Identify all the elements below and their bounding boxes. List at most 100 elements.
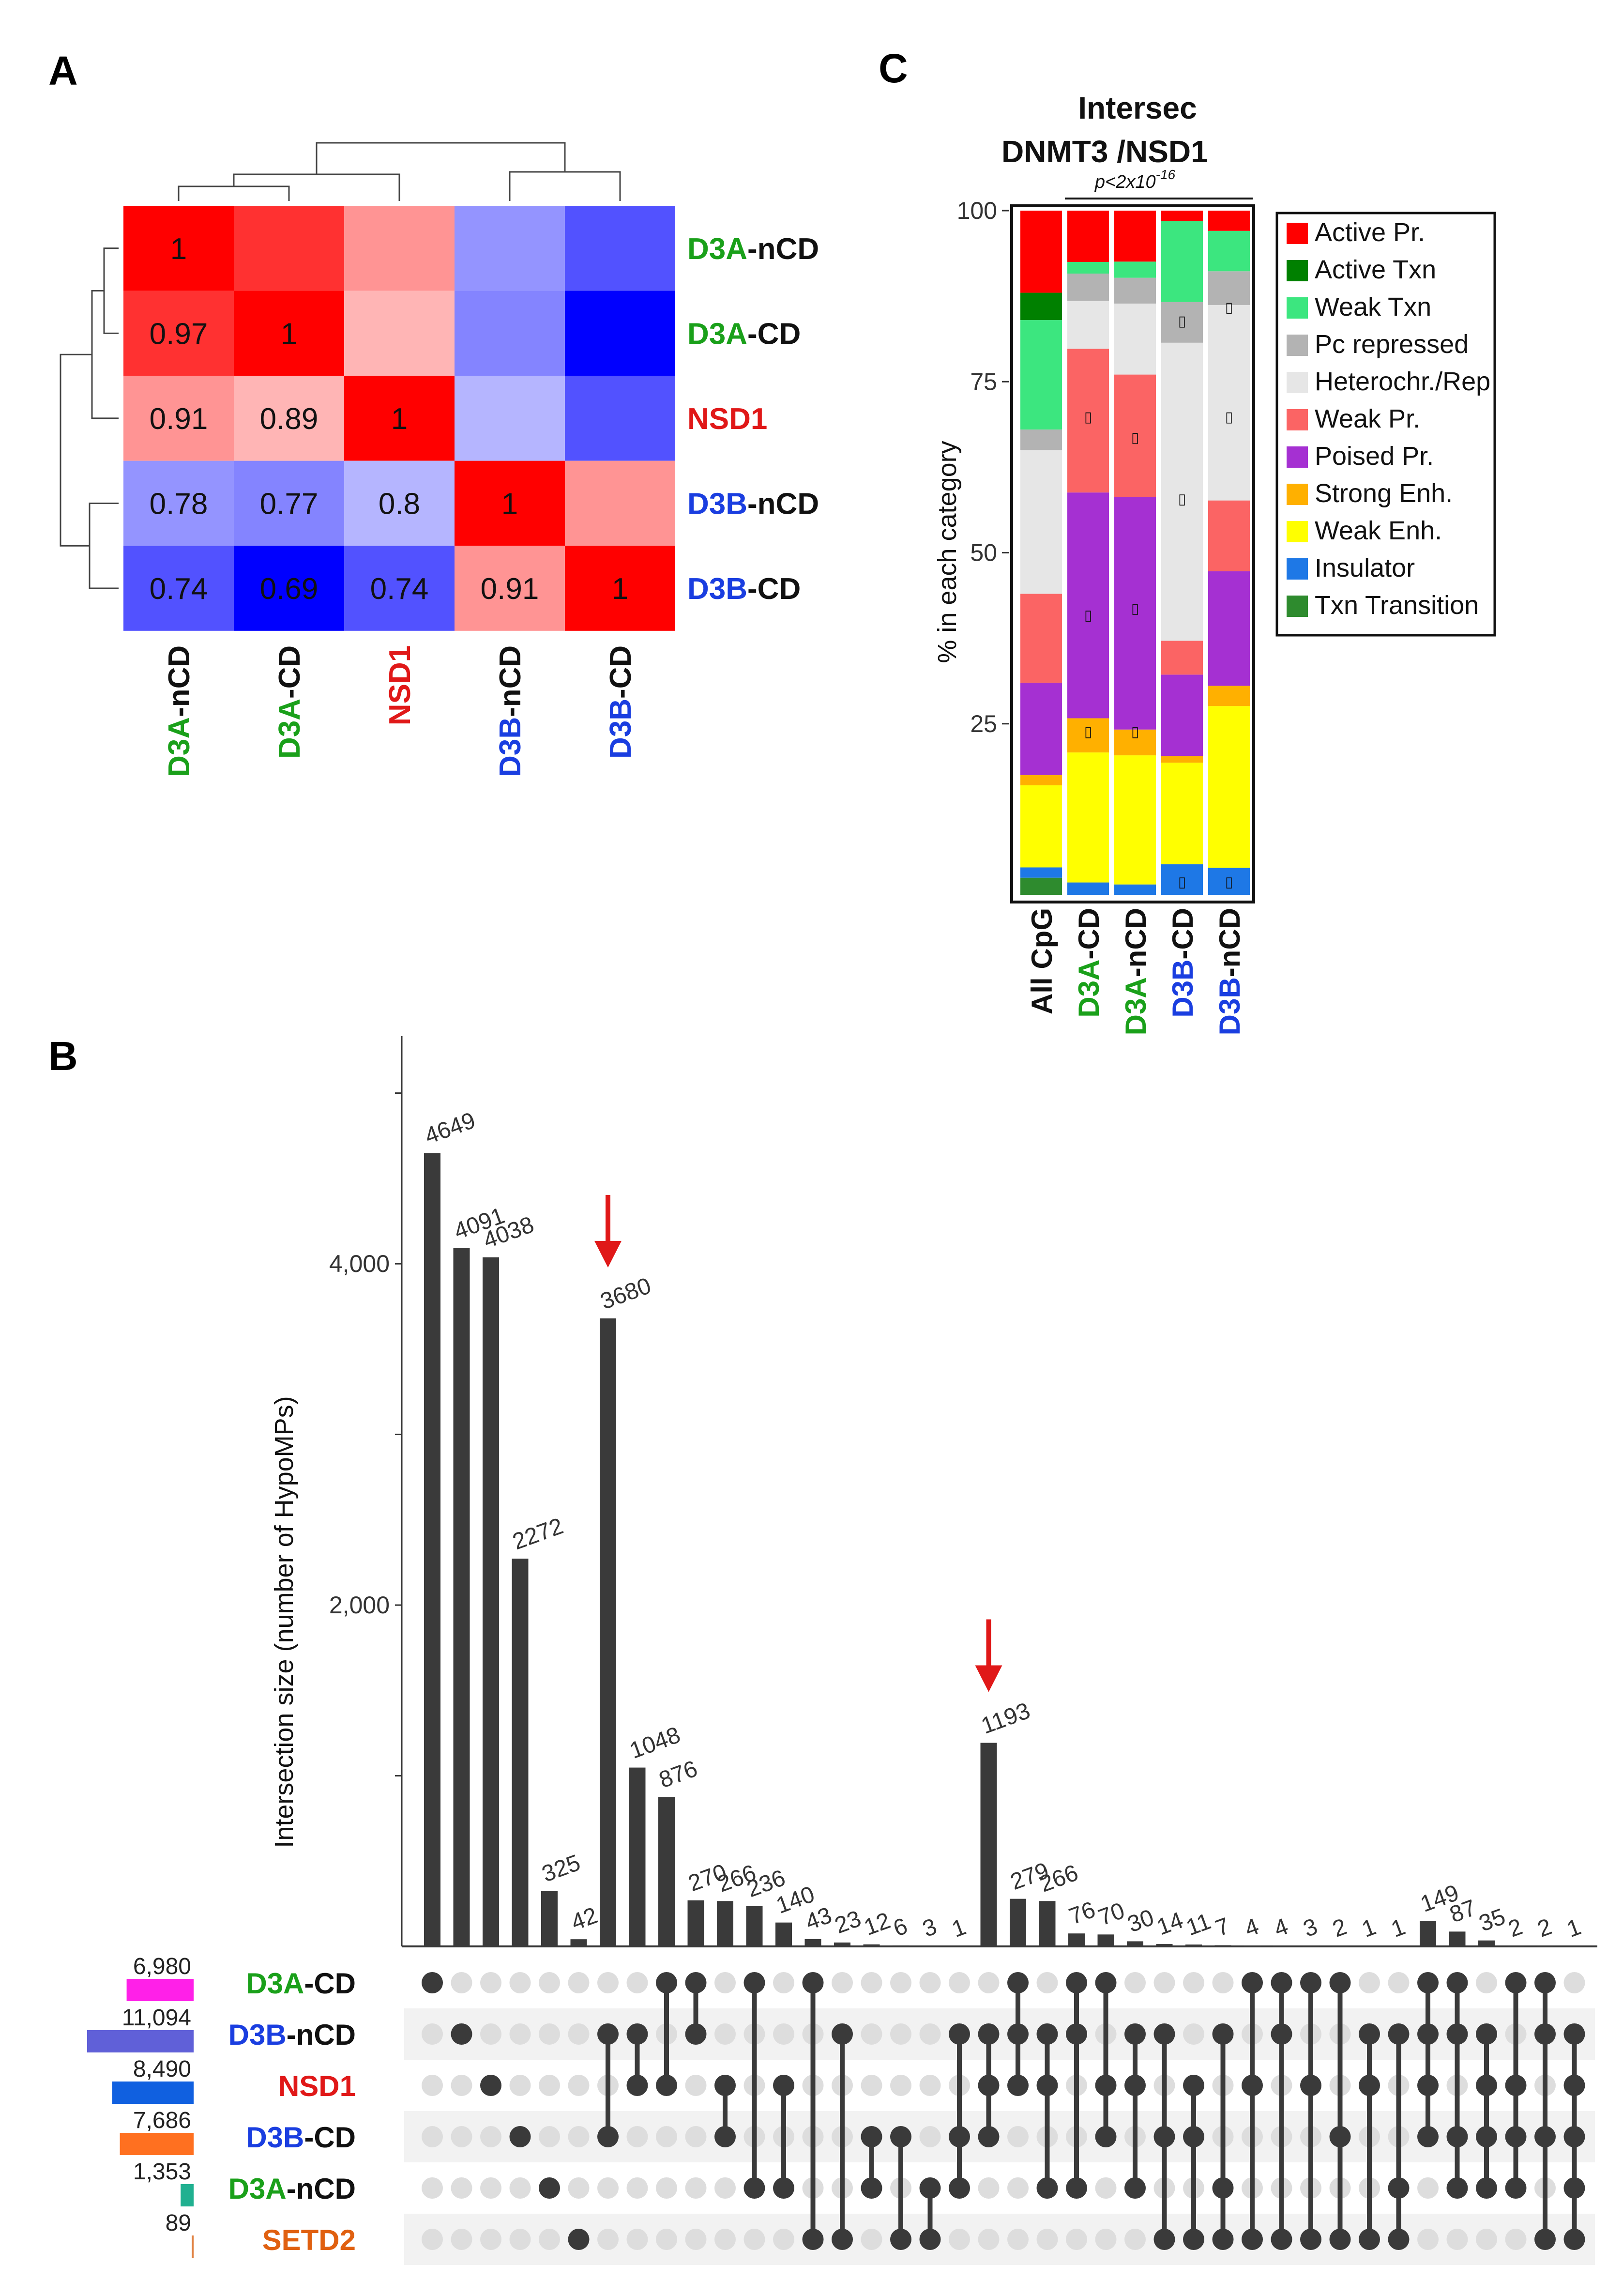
panel-c-bar-2-segment-2 <box>1114 755 1156 885</box>
heatmap-cell-value-r3-c2: 0.8 <box>379 487 420 520</box>
panel-b-matrix-dot-10-5 <box>714 2229 736 2250</box>
panel-c-bar-2-segment-3 <box>1114 729 1156 756</box>
panel-b-matrix-dot-24-0 <box>1124 1972 1146 1993</box>
panel-b-matrix-dot-7-0 <box>626 1972 648 1993</box>
heatmap-column-label-1: D3A-CD <box>273 645 306 759</box>
panel-b-set-label-1-prefix: D3B <box>228 2019 287 2051</box>
panel-c-bar-0-segment-10 <box>1020 211 1062 293</box>
panel-c-legend-swatch-7 <box>1287 484 1308 505</box>
heatmap-column-label-0-suffix: -nCD <box>163 645 196 717</box>
panel-b-matrix-dot-34-5 <box>1417 2229 1439 2250</box>
panel-b-matrix-dot-2-1 <box>480 2023 501 2045</box>
heatmap-cell-r3-c3 <box>455 460 565 546</box>
heatmap-cell-r3-c4 <box>565 460 675 546</box>
panel-b-membership-matrix <box>404 1972 1595 2265</box>
panel-b-matrix-dot-4-0 <box>539 1972 560 1993</box>
panel-c-bar-3-segment-8 <box>1161 220 1203 302</box>
panel-b-matrix-dot-27-0 <box>1212 1972 1234 1993</box>
panel-c-bar-3-segment-2 <box>1161 763 1203 865</box>
panel-c-bar-2-segment-1 <box>1114 884 1156 895</box>
panel-c-bar-4-segment-6 <box>1208 305 1250 501</box>
panel-b-matrix-dot-3-1 <box>509 2023 531 2045</box>
panel-b-set-size-label-4: 1,353 <box>133 2159 191 2185</box>
panel-b-bar-24 <box>1127 1941 1143 1946</box>
panel-c-legend-swatch-10 <box>1287 596 1308 617</box>
panel-b-bar-34 <box>1420 1921 1436 1946</box>
panel-b-matrix-dot-15-1 <box>861 2023 882 2045</box>
panel-b-matrix-dot-18-5 <box>949 2229 970 2250</box>
heatmap-row-label-1: D3A-CD <box>687 317 801 351</box>
heatmap-cell-r3-c1 <box>234 460 344 546</box>
panel-c-legend-label-9: Insulator <box>1315 553 1415 582</box>
panel-b-bar-label-33: 1 <box>1388 1914 1409 1943</box>
panel-c-bar-2-marker-1: ▯ <box>1131 600 1139 617</box>
heatmap-row-label-4: D3B-CD <box>687 572 801 606</box>
panel-b-matrix-dot-5-3 <box>568 2126 590 2147</box>
panel-c-bar-4-segment-1 <box>1208 868 1250 895</box>
panel-b-bar-label-16: 6 <box>890 1913 911 1942</box>
panel-b-upset: B 2,000 4,000 Intersection size (number o… <box>48 1033 1597 2265</box>
panel-b-bar-21 <box>1039 1901 1056 1946</box>
panel-b-bar-label-37: 2 <box>1505 1914 1526 1943</box>
panel-c-legend-label-10: Txn Transition <box>1315 591 1479 620</box>
heatmap-row-label-3: D3B-nCD <box>687 487 819 520</box>
row-dendrogram-branch-1 <box>91 290 119 419</box>
panel-b-matrix-dot-37-5 <box>1505 2229 1527 2250</box>
panel-c-bar-1-segment-2 <box>1067 752 1109 883</box>
panel-b-matrix-dot-24-5 <box>1124 2229 1146 2250</box>
panel-c-bar-1-segment-3 <box>1067 718 1109 753</box>
heatmap-cell-value-r2-c2: 1 <box>391 402 408 436</box>
panel-c-bar-2-marker-2: ▯ <box>1131 723 1139 740</box>
panel-c-bar-4-segment-7 <box>1208 271 1250 305</box>
panel-b-bar-3 <box>512 1559 529 1946</box>
panel-c-bar-0-segment-3 <box>1020 775 1062 785</box>
heatmap-cell-r2-c2 <box>344 376 455 461</box>
heatmap-column-label-1-prefix: D3A <box>273 699 306 759</box>
panel-b-matrix-dot-2-2 <box>480 2075 501 2096</box>
panel-c-y-axis-title: % in each category <box>933 441 962 663</box>
panel-b-bar-label-38: 2 <box>1534 1914 1555 1943</box>
row-dendrogram-branch-3 <box>60 353 92 547</box>
panel-b-matrix-dot-34-4 <box>1417 2177 1439 2199</box>
panel-c-bar-3-segment-4 <box>1161 674 1203 756</box>
panel-c-x-label-2: D3A-nCD <box>1120 908 1152 1035</box>
panel-c-legend-swatch-1 <box>1287 260 1308 281</box>
panel-c-legend-label-8: Weak Enh. <box>1315 516 1442 545</box>
panel-c-bar-3-marker-1: ▯ <box>1178 490 1186 507</box>
panel-b-set-label-0: D3A-CD <box>246 1967 356 2000</box>
heatmap-row-label-3-suffix: -nCD <box>747 487 819 520</box>
heatmap-cell-r0-c4 <box>565 206 675 291</box>
panel-b-bar-0 <box>424 1153 440 1946</box>
panel-b-matrix-dot-0-1 <box>422 2023 443 2045</box>
panel-c-x-label-3: D3B-CD <box>1167 908 1199 1018</box>
panel-b-matrix-dot-0-2 <box>422 2075 443 2096</box>
panel-b-matrix-dot-4-5 <box>539 2229 560 2250</box>
heatmap-cell-r3-c2 <box>344 460 455 546</box>
heatmap-cell-value-r2-c1: 0.89 <box>260 402 319 436</box>
panel-c-bar-3-segment-1 <box>1161 864 1203 895</box>
panel-c-x-label-0: All CpG <box>1026 908 1058 1014</box>
panel-b-set-label-0-prefix: D3A <box>246 1967 304 2000</box>
panel-b-matrix-dot-33-0 <box>1388 1972 1410 1993</box>
heatmap-cell-r1-c1 <box>234 291 344 376</box>
panel-b-matrix-dot-9-3 <box>685 2126 707 2147</box>
panel-b-set-label-3-prefix: D3B <box>246 2121 304 2154</box>
panel-c-bar-2-segment-4 <box>1114 497 1156 730</box>
panel-b-set-size-label-5: 89 <box>166 2210 191 2236</box>
heatmap-cell-r0-c3 <box>455 206 565 291</box>
panel-c-bar-1-marker-1: ▯ <box>1084 607 1092 624</box>
panel-c-bar-0-segment-9 <box>1020 292 1062 321</box>
heatmap-cell-value-r3-c3: 1 <box>501 487 518 520</box>
panel-b-bar-23 <box>1097 1934 1114 1946</box>
heatmap-cell-r1-c0 <box>123 291 234 376</box>
panel-b-bar-4 <box>541 1891 558 1946</box>
panel-c-bar-4-segment-2 <box>1208 706 1250 868</box>
panel-c-x-label-4-suffix: -nCD <box>1213 908 1246 977</box>
panel-b-y-axis-title: Intersection size (number of HypoMPs) <box>270 1396 299 1848</box>
panel-b-bar-25 <box>1156 1944 1173 1946</box>
panel-c-bar-1-segment-8 <box>1067 261 1109 274</box>
heatmap-cell-r4-c2 <box>344 546 455 631</box>
panel-c-legend-swatch-9 <box>1287 558 1308 580</box>
panel-b-bar-label-26: 11 <box>1183 1909 1214 1941</box>
